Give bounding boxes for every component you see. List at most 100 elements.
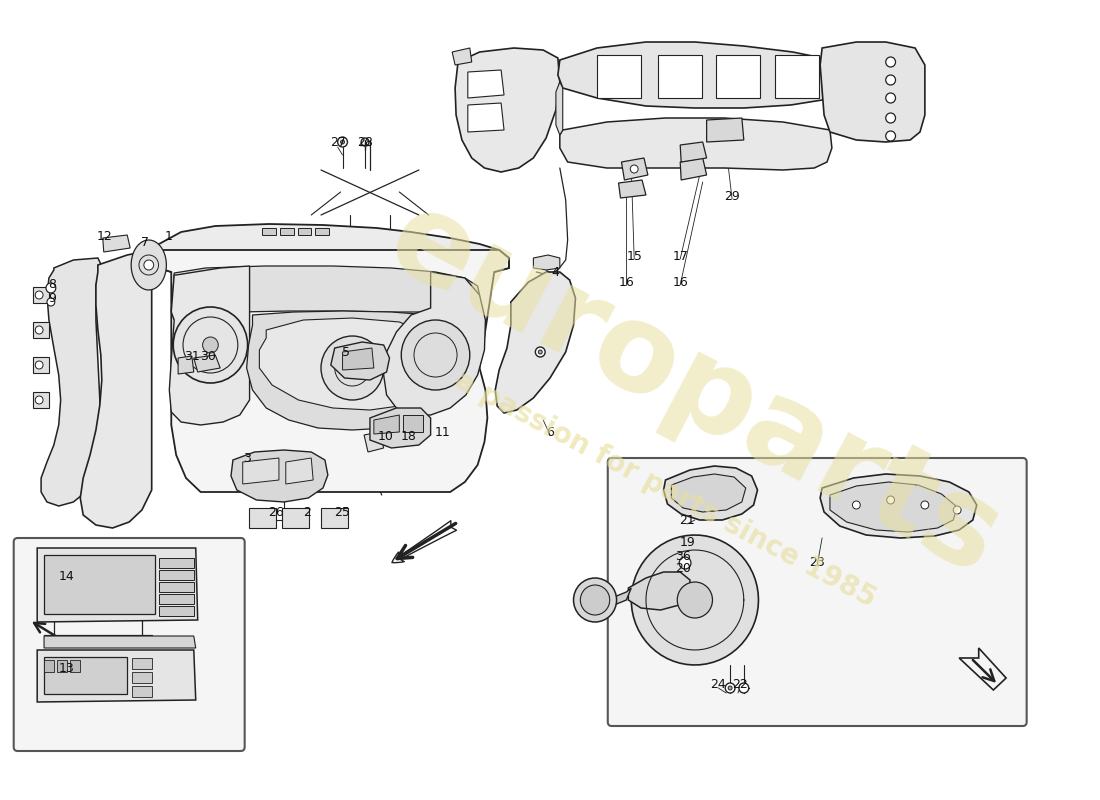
Polygon shape [628, 572, 690, 610]
Polygon shape [706, 118, 744, 142]
Text: 31: 31 [184, 350, 200, 363]
Polygon shape [158, 606, 194, 616]
Polygon shape [621, 158, 648, 180]
Text: 15: 15 [626, 250, 642, 263]
Circle shape [35, 396, 43, 404]
Polygon shape [246, 311, 468, 430]
Polygon shape [331, 342, 389, 380]
Circle shape [573, 578, 617, 622]
Polygon shape [158, 558, 194, 568]
Circle shape [728, 686, 733, 690]
Polygon shape [556, 82, 563, 135]
Text: 8: 8 [48, 278, 56, 291]
Polygon shape [321, 508, 349, 528]
Polygon shape [680, 142, 706, 162]
Text: 21: 21 [679, 514, 695, 526]
Circle shape [886, 75, 895, 85]
Polygon shape [33, 392, 48, 408]
Polygon shape [33, 287, 48, 303]
Circle shape [852, 501, 860, 509]
Circle shape [678, 582, 713, 618]
Circle shape [338, 137, 348, 147]
Text: 30: 30 [200, 350, 217, 363]
Polygon shape [821, 474, 977, 538]
Text: 14: 14 [58, 570, 75, 582]
Polygon shape [57, 660, 67, 672]
Circle shape [202, 337, 218, 353]
Text: 7: 7 [141, 235, 149, 249]
Polygon shape [597, 55, 641, 98]
Polygon shape [468, 70, 504, 98]
Polygon shape [495, 272, 575, 413]
Polygon shape [44, 636, 196, 648]
Polygon shape [716, 55, 760, 98]
Polygon shape [194, 355, 220, 372]
Polygon shape [37, 650, 196, 702]
Polygon shape [342, 348, 374, 370]
Polygon shape [829, 482, 957, 532]
Circle shape [954, 506, 961, 514]
Polygon shape [297, 228, 311, 235]
Polygon shape [44, 555, 155, 614]
Text: 23: 23 [810, 557, 825, 570]
Circle shape [581, 585, 609, 615]
Text: 16: 16 [618, 277, 635, 290]
Polygon shape [169, 266, 250, 425]
Text: 11: 11 [434, 426, 450, 438]
Polygon shape [364, 432, 384, 452]
Text: 2: 2 [304, 506, 311, 519]
Circle shape [35, 361, 43, 369]
Polygon shape [384, 272, 485, 415]
Polygon shape [618, 180, 646, 198]
Text: 19: 19 [679, 537, 695, 550]
Circle shape [35, 291, 43, 299]
Text: 28: 28 [358, 137, 373, 150]
Polygon shape [821, 42, 925, 142]
Text: 25: 25 [334, 506, 351, 519]
Text: 5: 5 [342, 346, 351, 359]
Polygon shape [452, 48, 472, 65]
Polygon shape [70, 660, 80, 672]
Polygon shape [260, 318, 446, 410]
Polygon shape [249, 508, 276, 528]
Circle shape [35, 326, 43, 334]
Polygon shape [286, 458, 313, 484]
Circle shape [536, 347, 546, 357]
Polygon shape [663, 466, 758, 520]
Text: 9: 9 [48, 293, 56, 306]
Polygon shape [534, 255, 560, 270]
Text: 12: 12 [97, 230, 112, 243]
Polygon shape [231, 450, 328, 502]
Circle shape [887, 496, 894, 504]
Text: a passion for parts since 1985: a passion for parts since 1985 [450, 366, 881, 614]
Polygon shape [158, 594, 194, 604]
Circle shape [886, 57, 895, 67]
Polygon shape [243, 458, 279, 484]
Polygon shape [37, 548, 198, 622]
Polygon shape [132, 672, 152, 683]
Circle shape [739, 683, 749, 693]
Text: 17: 17 [672, 250, 689, 263]
Text: 10: 10 [377, 430, 394, 443]
Polygon shape [152, 224, 509, 272]
Polygon shape [315, 228, 329, 235]
Polygon shape [33, 357, 48, 373]
Circle shape [173, 307, 248, 383]
Polygon shape [132, 686, 152, 697]
Polygon shape [41, 258, 102, 506]
Text: 29: 29 [724, 190, 740, 203]
Polygon shape [560, 118, 832, 170]
Circle shape [144, 260, 154, 270]
Text: 18: 18 [402, 430, 417, 443]
Text: 24: 24 [711, 678, 726, 691]
FancyBboxPatch shape [608, 458, 1026, 726]
Circle shape [679, 557, 691, 569]
Circle shape [886, 93, 895, 103]
Polygon shape [370, 408, 430, 448]
Polygon shape [658, 55, 702, 98]
Polygon shape [282, 508, 309, 528]
Text: 3: 3 [243, 451, 251, 465]
Polygon shape [374, 415, 399, 434]
Polygon shape [80, 250, 152, 528]
Text: 1: 1 [164, 230, 173, 242]
